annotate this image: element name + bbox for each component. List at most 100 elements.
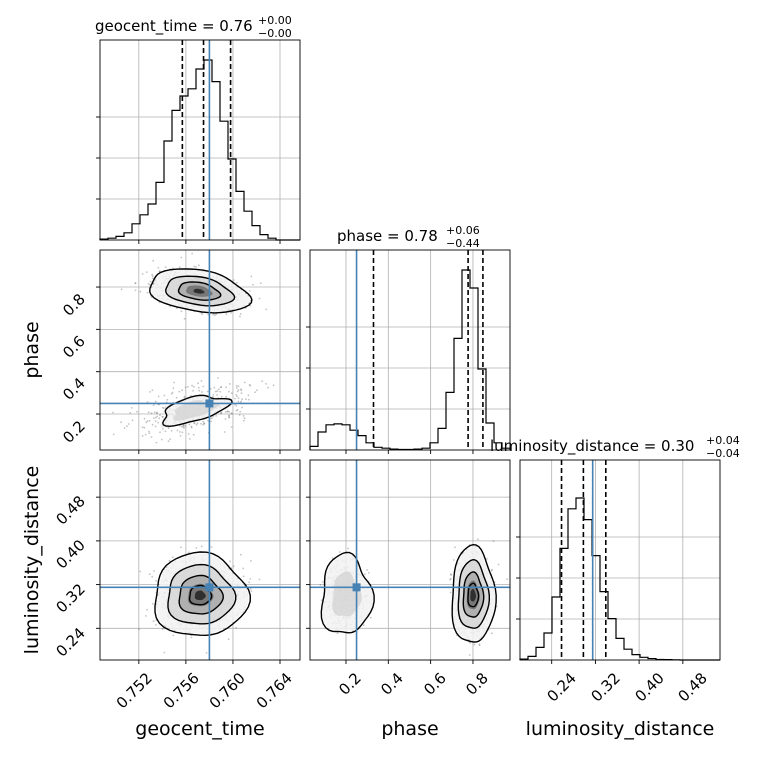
p20-sample	[248, 581, 251, 584]
p20-sample	[250, 590, 253, 592]
p21-sample	[469, 641, 472, 644]
title-luminosity-distance-sub: −0.04	[706, 447, 740, 460]
p10-sample	[220, 386, 223, 388]
p10-sample	[193, 422, 196, 424]
p10-sample	[184, 386, 187, 389]
p10-sample	[230, 412, 233, 414]
p20-contour-0-0	[154, 551, 252, 637]
p21-sample	[468, 654, 471, 656]
p21-sample	[450, 574, 452, 576]
p10-sample	[214, 390, 217, 393]
scatter-luminosity-distance-vs-phase	[306, 459, 511, 664]
p21-contour-0-1	[457, 558, 490, 629]
p10-sample	[237, 397, 240, 399]
p10-sample	[181, 389, 184, 392]
p21-sample	[478, 643, 481, 646]
p10-sample	[147, 411, 150, 414]
p00-frame	[99, 39, 301, 241]
p10-sample	[152, 404, 155, 406]
p10-sample	[182, 424, 185, 426]
p10-sample	[200, 380, 203, 382]
p20-sample	[144, 615, 147, 617]
p10-sample	[148, 432, 151, 435]
p10-sample	[149, 280, 152, 283]
p20-sample	[168, 559, 171, 562]
p10-sample	[197, 264, 200, 267]
scatter-phase-vs-geocent-time	[92, 249, 301, 454]
p10-sample	[191, 384, 194, 387]
p20-sample	[146, 608, 149, 611]
p10-sample	[215, 313, 218, 315]
p10-sample	[123, 427, 126, 429]
p10-sample	[267, 386, 269, 389]
p10-sample	[173, 381, 175, 384]
p10-sample	[134, 282, 137, 285]
p21-sample	[491, 568, 493, 571]
p10-sample	[220, 412, 223, 414]
p10-sample	[247, 394, 250, 397]
p10-sample	[243, 381, 246, 384]
p10-sample	[236, 409, 239, 411]
p10-sample	[141, 435, 144, 437]
p20-sample	[210, 546, 213, 548]
p21-sample	[336, 632, 339, 635]
x-tick-geocent-0: 0.752	[113, 669, 156, 712]
title-phase-sup: +0.06	[446, 224, 480, 237]
x-tick-ld-0: 0.24	[543, 669, 579, 705]
x-axis-label-luminosity-distance: luminosity_distance	[526, 718, 715, 740]
p21-sample	[319, 583, 322, 586]
p10-sample	[237, 389, 240, 391]
p10-sample	[227, 415, 230, 417]
p10-sample	[211, 417, 213, 419]
p10-sample	[203, 422, 206, 425]
p10-sample	[235, 387, 238, 389]
hist-luminosity-distance-panel	[516, 459, 721, 664]
p10-sample	[256, 389, 258, 392]
p10-sample	[149, 283, 151, 286]
y-tick-phase-1: 0.4	[59, 374, 89, 404]
title-phase-sub: −0.44	[446, 237, 480, 250]
p10-sample	[92, 437, 94, 439]
p21-sample	[369, 616, 372, 619]
p10-sample	[159, 414, 161, 417]
x-tick-ld-1: 0.32	[587, 669, 623, 705]
p21-sample	[362, 624, 365, 627]
p10-sample	[190, 426, 193, 429]
y-ticklabels-phase: 0.2 0.4 0.6 0.8	[59, 290, 89, 447]
p10-sample	[172, 387, 175, 389]
p10-sample	[239, 315, 241, 318]
p10-sample	[265, 308, 268, 311]
p20-sample	[171, 556, 174, 559]
p10-sample	[200, 422, 202, 425]
x-tick-phase-1: 0.4	[377, 669, 407, 699]
p10-sample	[182, 425, 185, 428]
p20-sample	[155, 579, 158, 582]
p10-sample	[238, 414, 241, 416]
p10-sample	[228, 416, 230, 419]
p20-sample	[139, 570, 142, 573]
p10-sample	[240, 400, 243, 403]
p20-sample	[242, 575, 245, 578]
p20-density-0-4	[194, 590, 206, 601]
p10-sample	[139, 290, 142, 293]
p10-sample	[146, 291, 149, 294]
p10-sample	[240, 392, 243, 395]
p10-density-0-4	[193, 288, 205, 294]
p10-sample	[151, 277, 154, 280]
p10-sample	[201, 313, 204, 315]
p10-sample	[224, 411, 227, 413]
p10-sample	[226, 410, 229, 413]
y-tick-ld-1: 0.32	[52, 580, 88, 616]
p10-sample	[192, 389, 194, 392]
p10-sample	[248, 290, 251, 292]
p10-sample	[245, 398, 247, 400]
p20-contour-0-1	[167, 563, 237, 625]
p10-sample	[161, 416, 164, 418]
p21-truth-marker	[352, 583, 361, 592]
p22-frame	[519, 459, 721, 661]
p10-sample	[195, 266, 197, 268]
p21-sample	[450, 577, 452, 580]
p10-sample	[217, 377, 219, 379]
p10-sample	[236, 390, 239, 393]
p10-sample	[212, 394, 215, 396]
